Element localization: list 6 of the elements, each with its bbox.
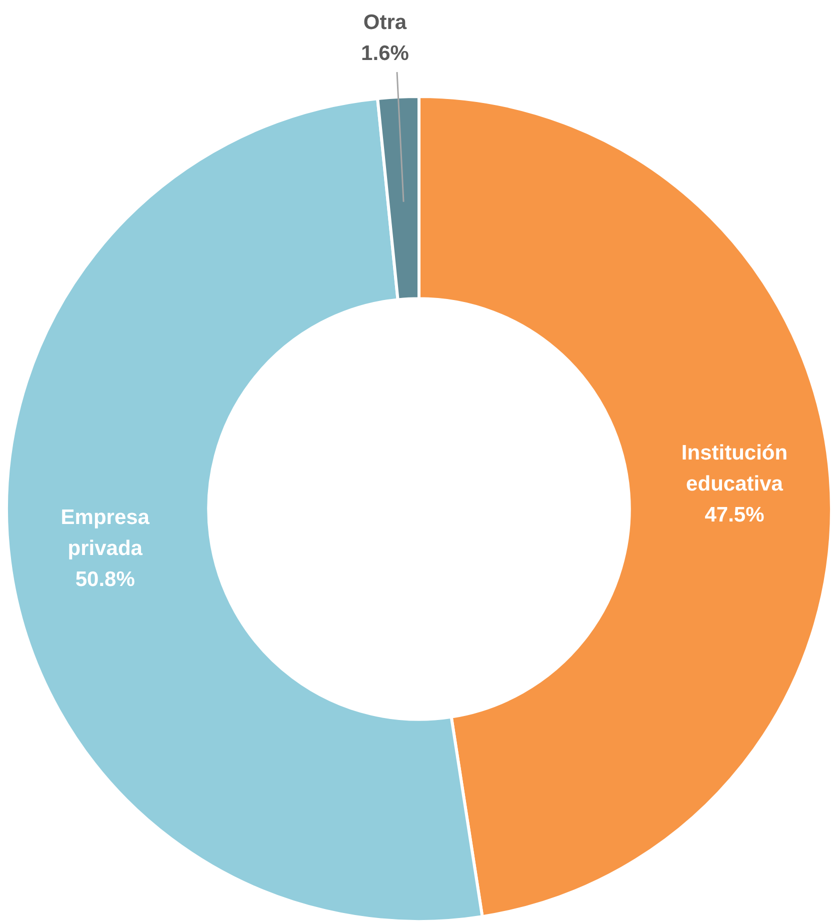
slice-label: Institución educativa — [681, 441, 788, 496]
slice-label: Empresa privada — [60, 506, 150, 560]
slice-label: Otra — [363, 10, 407, 34]
data-label: 47.5% — [704, 503, 765, 526]
data-label: 1.6% — [361, 42, 410, 65]
data-label: 50.8% — [75, 568, 136, 591]
